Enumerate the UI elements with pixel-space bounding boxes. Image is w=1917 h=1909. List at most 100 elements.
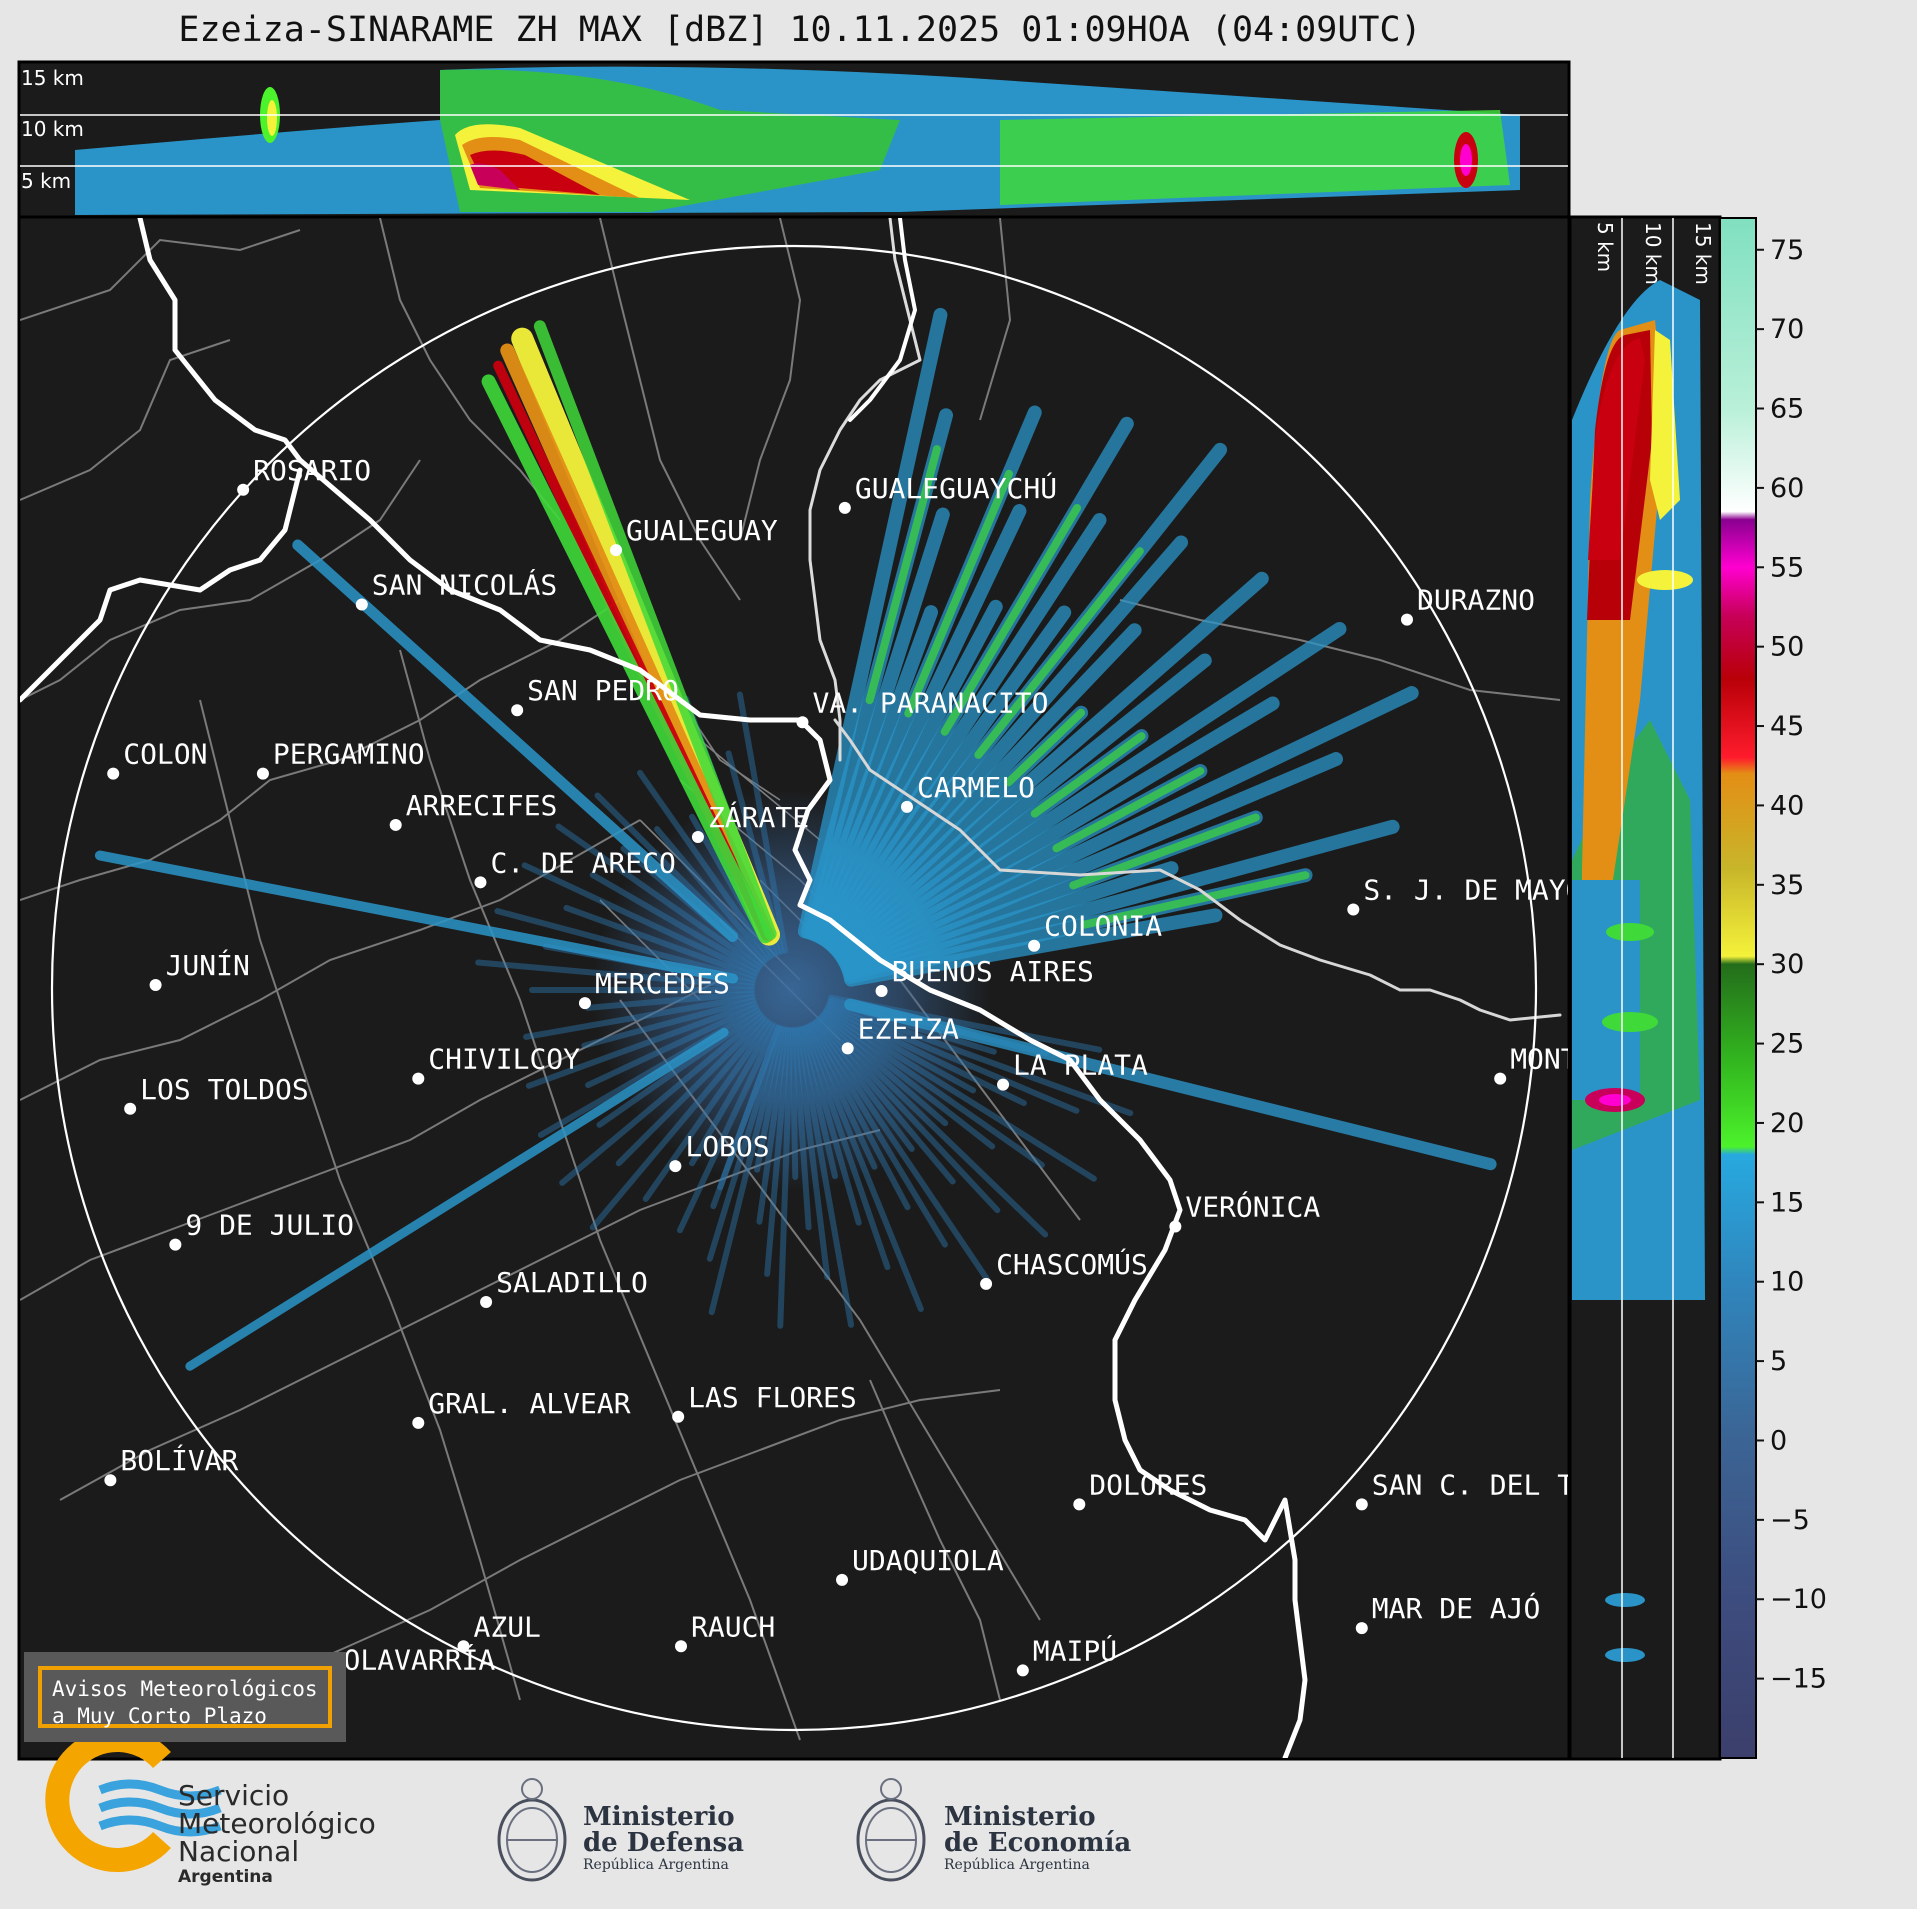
city-dot: [610, 544, 623, 557]
city-marker: CARMELO: [900, 771, 1035, 813]
echo-ray: [584, 990, 756, 1011]
echo-ray: [708, 1025, 786, 1316]
echo-ray: [819, 1013, 949, 1127]
city-dot: [672, 1410, 685, 1423]
radar-echo-rays: [94, 307, 1497, 1371]
echo-ray: [654, 826, 770, 963]
city-marker: EZEIZA: [841, 1012, 959, 1055]
colorbar-tick-label: 55: [1770, 552, 1804, 583]
city-label: DURAZNO: [1417, 584, 1535, 617]
city-marker: UDAQUIOLA: [836, 1544, 1004, 1586]
city-label: AZUL: [473, 1610, 540, 1643]
city-dot: [237, 483, 250, 496]
city-dot: [124, 1102, 137, 1115]
city-dot: [1494, 1072, 1507, 1085]
colorbar-tick-label: 25: [1770, 1029, 1804, 1060]
city-label: LOBOS: [685, 1130, 769, 1163]
avisos-badge[interactable]: Avisos Meteorológicos a Muy Corto Plazo: [24, 1652, 346, 1742]
city-marker: RAUCH: [675, 1610, 775, 1653]
colorbar-tick-label: 75: [1770, 235, 1804, 266]
city-marker: DURAZNO: [1400, 584, 1535, 626]
echo-ray: [1052, 767, 1205, 853]
city-dot: [1355, 1622, 1368, 1635]
city-dot: [1016, 1664, 1029, 1677]
city-label: PERGAMINO: [273, 738, 425, 771]
echo-ray: [805, 1023, 878, 1170]
colorbar-tick-label: 40: [1770, 790, 1804, 821]
echo-ray: [1030, 732, 1146, 818]
echo-ray: [596, 1009, 763, 1128]
echo-ray: [494, 908, 757, 983]
city-label: S. J. DE MAYO: [1363, 873, 1582, 906]
echo-ray: [777, 1026, 794, 1329]
echo-ray: [821, 1009, 1045, 1168]
echo-ray: [689, 1021, 775, 1167]
city-marker: LA PLATA: [997, 1049, 1148, 1091]
echo-ray: [807, 1022, 911, 1211]
smn-logo-text: Servicio Meteorológico Nacional Argentin…: [178, 1782, 376, 1888]
top-label-15km: 15 km: [21, 66, 84, 90]
city-label: COLON: [123, 738, 207, 771]
echo-ray: [94, 850, 739, 984]
city-label: BUENOS AIRES: [892, 955, 1094, 988]
city-label: RAUCH: [691, 1610, 775, 1643]
echo-ray: [789, 1026, 799, 1180]
echo-ray: [817, 1014, 1049, 1238]
echo-ray: [706, 1025, 784, 1262]
city-dot: [355, 598, 368, 611]
echo-ray: [521, 862, 759, 977]
city-label: VA. PARANACITO: [812, 686, 1048, 719]
echo-ray: [809, 1021, 948, 1248]
city-dot: [669, 1160, 682, 1173]
colorbar-tick-label: 50: [1770, 632, 1804, 663]
economia-line1: Ministerio: [944, 1802, 1096, 1832]
city-marker: BUENOS AIRES: [875, 955, 1094, 998]
echo-ray: [800, 1025, 862, 1226]
city-marker: JUNÍN: [149, 948, 250, 991]
city-marker: C. DE ARECO: [474, 846, 676, 889]
city-label: ZÁRATE: [708, 800, 809, 834]
city-dot: [838, 501, 851, 514]
city-dot: [107, 767, 120, 780]
side-label-10km: 10 km: [1641, 222, 1665, 285]
city-dot: [841, 1042, 854, 1055]
city-dot: [389, 818, 402, 831]
city-label: UDAQUIOLA: [852, 1544, 1004, 1577]
economia-sub: República Argentina: [944, 1857, 1090, 1873]
city-dot: [796, 716, 809, 729]
echo-ray: [292, 539, 739, 942]
echo-ray: [835, 621, 1347, 964]
city-marker: GUALEGUAY: [610, 514, 778, 557]
top-label-5km: 5 km: [21, 169, 71, 193]
city-marker: CHASCOMÚS: [980, 1247, 1148, 1290]
echo-ray: [820, 1011, 996, 1150]
echo-ray: [589, 872, 761, 973]
colorbar-tick-label: 70: [1770, 314, 1804, 345]
city-label: ROSARIO: [253, 454, 371, 487]
colorbar-tick-label: −15: [1770, 1664, 1827, 1695]
city-label: MAR DE AJÓ: [1372, 1591, 1541, 1625]
echo-ray: [585, 1003, 759, 1089]
economia-seal-icon: [856, 1778, 926, 1882]
city-marker: VERÓNICA: [1169, 1190, 1320, 1233]
city-label: CARMELO: [917, 771, 1035, 804]
echo-ray: [1080, 871, 1310, 929]
smn-line3: Nacional: [178, 1835, 300, 1868]
city-marker: MAIPÚ: [1016, 1633, 1117, 1677]
echo-ray: [481, 374, 773, 944]
city-marker: S. J. DE MAYO: [1347, 873, 1582, 916]
city-marker: LAS FLORES: [672, 1381, 857, 1423]
echo-ray: [717, 1024, 782, 1191]
colorbar-tick-label: 20: [1770, 1108, 1804, 1139]
city-label: ARRECIFES: [406, 789, 558, 822]
city-dot: [691, 831, 704, 844]
echo-ray: [475, 959, 756, 990]
city-label: VERÓNICA: [1185, 1190, 1320, 1224]
city-marker: LOS TOLDOS: [124, 1073, 309, 1115]
echo-ray: [795, 1026, 855, 1328]
echo-ray: [865, 445, 941, 705]
echo-ray: [559, 1012, 765, 1186]
city-marker: GUALEGUAYCHÚ: [838, 471, 1057, 514]
city-label: EZEIZA: [858, 1012, 959, 1045]
city-label: MERCEDES: [595, 967, 730, 1000]
